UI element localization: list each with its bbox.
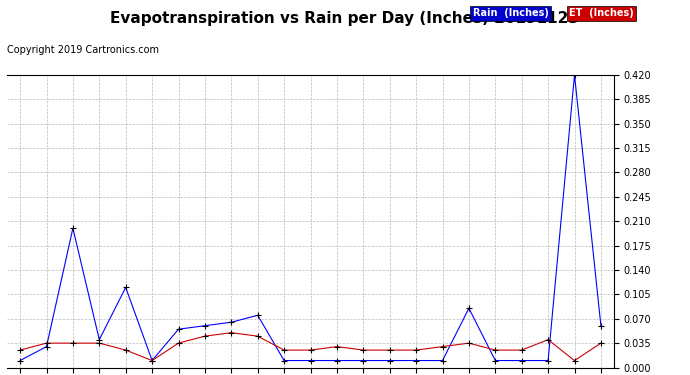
Text: Copyright 2019 Cartronics.com: Copyright 2019 Cartronics.com [7,45,159,55]
Text: Rain  (Inches): Rain (Inches) [473,8,549,18]
Text: Evapotranspiration vs Rain per Day (Inches) 20191123: Evapotranspiration vs Rain per Day (Inch… [110,11,580,26]
Text: ET  (Inches): ET (Inches) [569,8,634,18]
